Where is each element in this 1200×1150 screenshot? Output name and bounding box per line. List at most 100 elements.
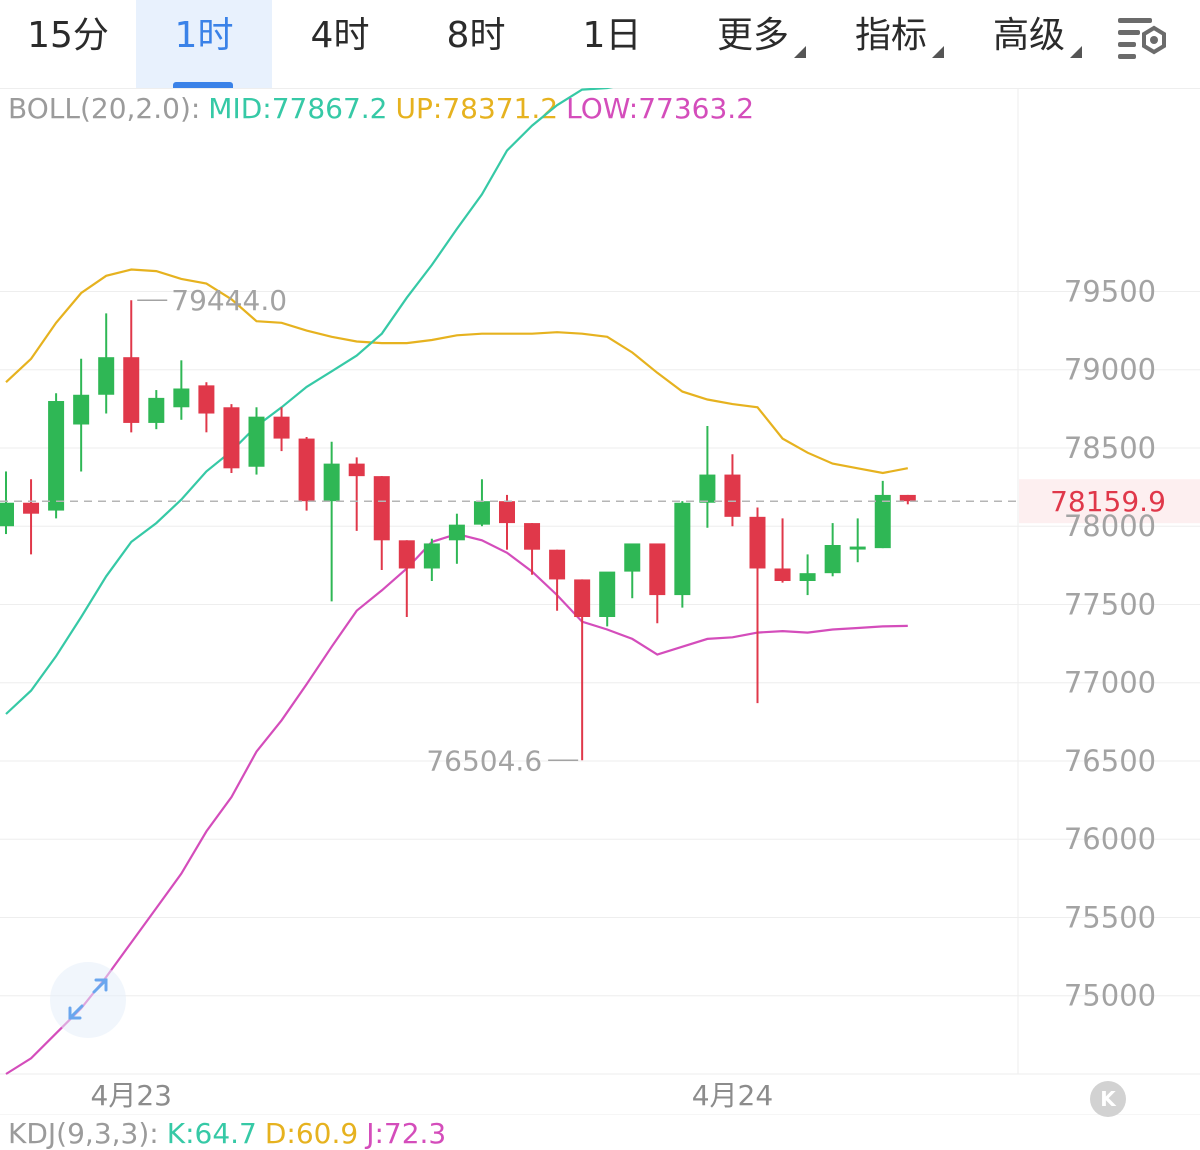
- chart-settings-button[interactable]: [1110, 10, 1170, 70]
- candle-body: [774, 568, 791, 581]
- candle-body: [0, 502, 14, 527]
- y-tick-label: 76000: [1064, 822, 1156, 856]
- candle-body: [273, 416, 290, 439]
- candle: [273, 407, 290, 452]
- x-tick-label: 4月23: [91, 1079, 172, 1112]
- candle-body: [248, 416, 265, 467]
- bollinger-bands: [5, 88, 909, 1075]
- candle: [473, 479, 490, 527]
- candles-layer: [0, 300, 916, 761]
- candle-body: [524, 523, 541, 550]
- candle: [298, 437, 315, 511]
- candle: [223, 404, 240, 474]
- candle: [874, 480, 891, 549]
- candle-body: [499, 501, 515, 524]
- x-tick-label: 4月24: [692, 1079, 773, 1112]
- tab-1h[interactable]: 1时: [136, 0, 272, 88]
- candle: [98, 313, 115, 414]
- last-price-tag: [1019, 479, 1200, 524]
- candle: [123, 300, 140, 433]
- kdj-legend-k: K:64.7: [166, 1117, 257, 1150]
- candle: [173, 360, 190, 420]
- timeframe-tab-bar: 15分 1时 4时 8时 1日 更多 指标 高级: [0, 0, 1200, 89]
- candle: [148, 390, 165, 430]
- candle-body: [799, 573, 816, 581]
- candle-body: [749, 516, 766, 569]
- tab-more[interactable]: 更多: [700, 0, 806, 88]
- candle: [574, 579, 591, 761]
- tab-advanced[interactable]: 高级: [976, 0, 1082, 88]
- y-tick-label: 78500: [1064, 431, 1156, 465]
- y-tick-label: 78000: [1064, 509, 1156, 543]
- candle: [23, 479, 40, 555]
- candle-body: [874, 494, 891, 549]
- candle: [524, 523, 541, 575]
- candle: [323, 441, 340, 602]
- candle-body: [398, 540, 415, 569]
- candle-body: [674, 502, 691, 596]
- candle-body: [148, 397, 165, 423]
- candle-body: [599, 571, 616, 617]
- price-axis: 79500 79000 78500 78000 77500 77000 76500 76000…: [1064, 274, 1156, 1012]
- candlestick-chart[interactable]: 78159.9 79444.0 76504.6 79500 79000 78500 780…: [0, 88, 1200, 1115]
- candle: [774, 518, 791, 583]
- candle: [0, 471, 14, 535]
- boll-low-line: [5, 532, 908, 1075]
- expand-chart-button[interactable]: [50, 962, 126, 1038]
- tab-4h[interactable]: 4时: [310, 15, 370, 56]
- candle-body: [699, 474, 716, 503]
- candle: [373, 476, 390, 571]
- candle: [724, 454, 741, 527]
- candle-body: [649, 543, 666, 596]
- time-axis: 4月23 4月24: [91, 1079, 774, 1112]
- boll-mid-line: [5, 88, 614, 715]
- tab-1d[interactable]: 1日: [582, 15, 642, 56]
- candle: [824, 523, 841, 577]
- candle: [674, 501, 691, 608]
- dropdown-caret-icon: [932, 46, 944, 58]
- candle: [248, 407, 265, 475]
- candle-body: [223, 407, 240, 469]
- candle: [899, 494, 916, 505]
- candle-body: [98, 357, 115, 395]
- last-price-label: 78159.9: [1050, 485, 1166, 518]
- candle-body: [23, 502, 40, 514]
- y-tick-label: 77000: [1064, 666, 1156, 700]
- y-tick-label: 75000: [1064, 979, 1156, 1013]
- candle-body: [824, 545, 841, 574]
- expand-arrows-icon: [68, 978, 108, 1020]
- k-badge-button[interactable]: K: [1090, 1081, 1126, 1117]
- y-tick-label: 79500: [1064, 274, 1156, 308]
- candle: [749, 507, 766, 704]
- candle-body: [574, 579, 591, 617]
- candle: [799, 554, 816, 596]
- tab-8h[interactable]: 8时: [446, 15, 506, 56]
- candle-body: [724, 474, 741, 517]
- tab-indicators[interactable]: 指标: [838, 0, 944, 88]
- kdj-legend-name: KDJ(9,3,3):: [8, 1117, 159, 1150]
- low-price-label: 76504.6: [426, 744, 542, 777]
- candle-body: [173, 388, 190, 408]
- kdj-legend-d: D:60.9: [264, 1117, 359, 1150]
- candle-body: [298, 438, 315, 502]
- candle: [599, 571, 616, 627]
- candle: [699, 426, 716, 528]
- candle: [448, 513, 465, 564]
- candle-body: [73, 394, 90, 425]
- candle: [198, 382, 215, 433]
- candle-body: [849, 546, 866, 550]
- tab-15m[interactable]: 15分: [27, 15, 109, 56]
- dropdown-caret-icon: [1070, 46, 1082, 58]
- candle-body: [473, 501, 490, 525]
- candle: [499, 494, 515, 550]
- candle: [423, 538, 440, 581]
- chart-settings-icon: [1118, 18, 1166, 59]
- kdj-legend-j: J:72.3: [366, 1117, 447, 1150]
- candle: [649, 543, 666, 624]
- candle: [348, 457, 365, 531]
- candle: [624, 543, 641, 599]
- boll-legend-name: BOLL(20,2.0):: [8, 92, 201, 125]
- candle: [48, 393, 65, 519]
- y-tick-label: 76500: [1064, 744, 1156, 778]
- candle-body: [198, 385, 215, 414]
